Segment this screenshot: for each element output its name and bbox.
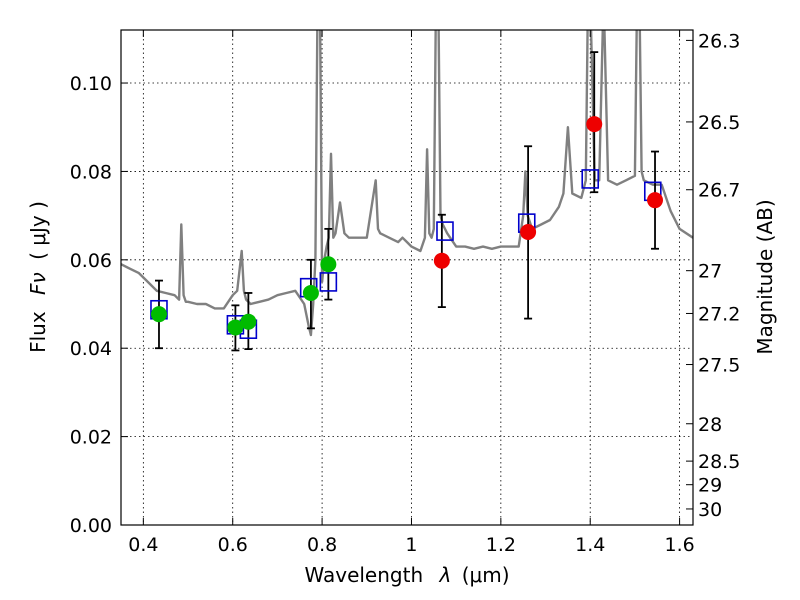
y-tick-label: 0.04 bbox=[70, 338, 112, 360]
hst-data-point bbox=[320, 256, 337, 273]
y-axis-title-symbol: Fν bbox=[26, 272, 50, 295]
y2-tick-label: 30 bbox=[698, 499, 722, 521]
ground-data-point bbox=[520, 223, 537, 240]
x-axis-title-symbol: λ bbox=[439, 563, 452, 587]
y2-axis-title: Magnitude (AB) bbox=[753, 199, 777, 354]
x-axis-title-prefix: Wavelength bbox=[304, 563, 423, 587]
y2-tick-label: 27.2 bbox=[698, 303, 740, 325]
ground-data-point bbox=[433, 252, 450, 269]
model-photometry-box bbox=[436, 221, 454, 241]
x-axis-ticks: 0.4 0.6 0.8 1 1.2 1.4 1.6 bbox=[128, 30, 695, 556]
ground-data-point bbox=[647, 192, 664, 209]
y2-tick-label: 27.5 bbox=[698, 355, 740, 377]
y2-tick-label: 28 bbox=[698, 414, 722, 436]
model-photometry-box bbox=[319, 272, 338, 292]
plot-frame bbox=[120, 29, 694, 526]
hst-data-point bbox=[227, 319, 244, 336]
x-tick-label: 1.4 bbox=[575, 534, 605, 556]
x-axis-title-unit: (μm) bbox=[462, 563, 510, 587]
y-tick-label: 0.02 bbox=[70, 427, 112, 449]
x-tick-label: 1 bbox=[405, 534, 417, 556]
y-axis-ticks: 0.00 0.02 0.04 0.06 0.08 0.10 bbox=[70, 73, 128, 537]
y2-tick-label: 29 bbox=[698, 475, 722, 497]
y2-tick-label: 27 bbox=[698, 261, 722, 283]
hst-data-point bbox=[302, 284, 319, 301]
x-tick-label: 0.4 bbox=[128, 534, 158, 556]
plot-background bbox=[121, 30, 693, 525]
y-tick-label: 0.08 bbox=[70, 161, 112, 183]
y2-tick-label: 26.3 bbox=[698, 30, 740, 52]
model-photometry-box bbox=[581, 169, 600, 189]
hst-data-point bbox=[150, 306, 167, 323]
y-axis-title: Flux Fν ( μJy ) bbox=[26, 201, 50, 353]
y2-tick-label: 26.5 bbox=[698, 112, 740, 134]
y2-tick-label: 28.5 bbox=[698, 451, 740, 473]
y-tick-label: 0.10 bbox=[70, 73, 112, 95]
x-tick-label: 0.6 bbox=[218, 534, 248, 556]
y-tick-label: 0.06 bbox=[70, 250, 112, 272]
x-tick-label: 1.2 bbox=[486, 534, 516, 556]
x-tick-label: 0.8 bbox=[307, 534, 337, 556]
data-points bbox=[150, 116, 664, 336]
y-tick-label: 0.00 bbox=[70, 515, 112, 537]
x-axis-title: Wavelength λ (μm) bbox=[304, 563, 509, 587]
x-tick-label: 1.6 bbox=[664, 534, 694, 556]
y2-tick-label: 26.7 bbox=[698, 180, 740, 202]
y-axis-title-prefix: Flux bbox=[26, 311, 50, 353]
model-spectrum-line bbox=[121, 30, 693, 337]
ground-data-point bbox=[586, 116, 603, 133]
hst-data-point bbox=[240, 313, 257, 330]
y-axis-title-unit: ( μJy ) bbox=[26, 201, 50, 260]
